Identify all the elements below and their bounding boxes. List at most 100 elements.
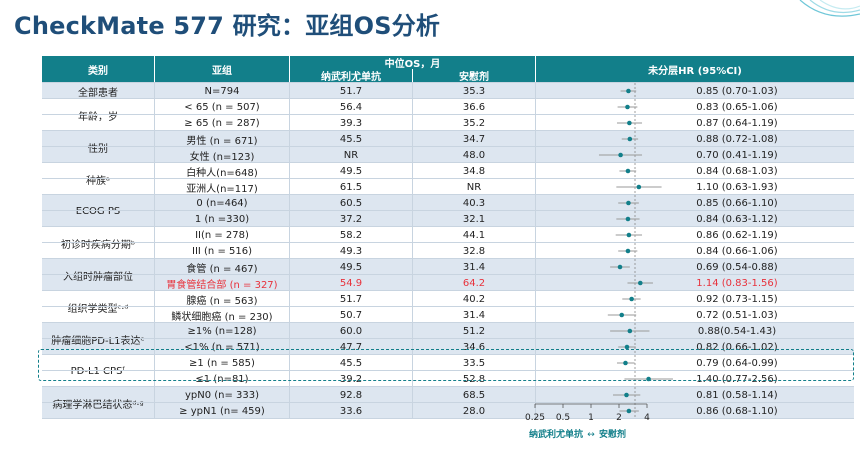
row-divider	[42, 226, 854, 227]
category-cell: 种族ᵃ	[86, 175, 110, 187]
hr-text-cell: 0.86 (0.62-1.19)	[696, 229, 778, 241]
nivolumab-median-os-cell: NR	[343, 149, 359, 161]
placebo-median-os-cell: 35.2	[462, 117, 486, 129]
nivolumab-median-os-cell: 60.0	[339, 325, 363, 337]
placebo-median-os-cell: 52.8	[462, 373, 486, 385]
category-cell: ECOG PS	[75, 205, 121, 217]
corner-decoration	[799, 0, 860, 17]
subgroup-cell: 胃食管结合部 (n = 327)	[166, 279, 278, 291]
hr-text-cell: 0.84 (0.66-1.06)	[696, 245, 778, 257]
hr-text-cell: 0.82 (0.66-1.02)	[696, 341, 778, 353]
table-row	[42, 291, 854, 307]
row-divider	[42, 98, 854, 99]
placebo-median-os-cell: 31.4	[462, 309, 486, 321]
table-row	[42, 163, 854, 179]
category-cell: 入组时肿瘤部位	[63, 271, 133, 283]
column-divider	[412, 82, 413, 418]
axis-tick-label: 1	[588, 413, 594, 423]
placebo-median-os-cell: 33.5	[462, 357, 486, 369]
table-row	[42, 99, 854, 115]
placebo-median-os-cell: 34.7	[462, 133, 486, 145]
nivolumab-median-os-cell: 33.6	[339, 405, 363, 417]
header-subgroup: 亚组	[155, 56, 289, 82]
table-row	[42, 195, 854, 211]
placebo-median-os-cell: 32.8	[462, 245, 486, 257]
placebo-median-os-cell: 44.1	[462, 229, 486, 241]
subgroup-cell: 食管 (n = 467)	[186, 263, 258, 275]
table-row	[42, 179, 854, 195]
row-divider	[42, 162, 854, 163]
table-row	[42, 259, 854, 275]
nivolumab-median-os-cell: 51.7	[339, 85, 363, 97]
subgroup-cell: 白种人(n=648)	[186, 167, 258, 179]
nivolumab-median-os-cell: 58.2	[339, 229, 363, 241]
row-divider	[42, 322, 854, 323]
subgroup-cell: III (n = 516)	[192, 245, 252, 257]
subgroup-cell: ≥ 65 (n = 287)	[184, 117, 260, 129]
subgroup-cell: 0 (n=464)	[196, 197, 248, 209]
table-row	[42, 307, 854, 323]
hr-text-cell: 0.84 (0.63-1.12)	[696, 213, 778, 225]
nivolumab-median-os-cell: 51.7	[339, 293, 363, 305]
placebo-median-os-cell: 31.4	[462, 261, 486, 273]
row-divider	[42, 274, 854, 275]
subgroup-cell: ≥1% (n=128)	[187, 325, 257, 337]
placebo-median-os-cell: 36.6	[462, 101, 486, 113]
hr-text-cell: 1.40 (0.77-2.56)	[696, 373, 778, 385]
axis-tick-label: 2	[616, 413, 622, 423]
table-row	[42, 131, 854, 147]
hr-text-cell: 0.86 (0.68-1.10)	[696, 405, 778, 417]
header-median-os: 中位OS，月	[290, 56, 535, 70]
placebo-median-os-cell: 64.2	[462, 277, 486, 289]
subgroup-cell: 1 (n =330)	[194, 213, 250, 225]
placebo-median-os-cell: 35.3	[462, 85, 486, 97]
category-cell: 性别	[88, 143, 108, 155]
row-divider	[42, 338, 854, 339]
hr-text-cell: 0.84 (0.68-1.03)	[696, 165, 778, 177]
row-divider	[42, 210, 854, 211]
subgroup-cell: II(n = 278)	[195, 229, 249, 241]
table-row	[42, 83, 854, 99]
table-row	[42, 371, 854, 387]
column-divider	[289, 82, 290, 418]
favors-nivolumab-label: 纳武利尤单抗	[529, 428, 583, 440]
nivolumab-median-os-cell: 56.4	[339, 101, 363, 113]
forest-axis: 0.25 0.5 1 2 4 纳武利尤单抗 安慰剂 ↔	[525, 403, 650, 440]
nivolumab-median-os-cell: 45.5	[339, 133, 363, 145]
row-divider	[42, 370, 854, 371]
table-row	[42, 147, 854, 163]
row-divider	[42, 242, 854, 243]
hr-text-cell: 0.92 (0.73-1.15)	[696, 293, 778, 305]
nivolumab-median-os-cell: 92.8	[339, 389, 363, 401]
row-divider	[42, 194, 854, 195]
row-divider	[42, 258, 854, 259]
subgroup-cell: ≤1 (n=81)	[195, 373, 249, 385]
hr-text-cell: 1.14 (0.83-1.56)	[696, 277, 778, 289]
nivolumab-median-os-cell: 47.7	[339, 341, 363, 353]
header-arm-nivolumab: 纳武利尤单抗	[290, 69, 412, 83]
placebo-median-os-cell: 32.1	[462, 213, 486, 225]
column-divider	[535, 82, 536, 418]
hr-text-cell: 1.10 (0.63-1.93)	[696, 181, 778, 193]
hr-text-cell: 0.85 (0.66-1.10)	[696, 197, 778, 209]
table-row	[42, 227, 854, 243]
placebo-median-os-cell: 40.2	[462, 293, 486, 305]
table-row	[42, 211, 854, 227]
hr-text-cell: 0.79 (0.64-0.99)	[696, 357, 778, 369]
subgroup-cell: N=794	[204, 85, 240, 97]
row-divider	[42, 306, 854, 307]
pdl1-cps-highlight-box	[38, 349, 854, 381]
category-cell: 初诊时疾病分期ᵇ	[60, 239, 136, 251]
nivolumab-median-os-cell: 39.3	[339, 117, 363, 129]
nivolumab-median-os-cell: 50.7	[339, 309, 363, 321]
subgroup-cell: ypN0 (n= 333)	[184, 389, 260, 401]
row-divider	[42, 82, 854, 83]
table-row	[42, 387, 854, 403]
placebo-median-os-cell: 40.3	[462, 197, 486, 209]
category-cell: 年龄，岁	[78, 111, 118, 123]
nivolumab-median-os-cell: 49.5	[339, 165, 363, 177]
page-title: CheckMate 577 研究：亚组OS分析	[14, 12, 441, 40]
hr-text-cell: 0.87 (0.64-1.19)	[696, 117, 778, 129]
subgroup-cell: 男性 (n = 671)	[186, 135, 258, 147]
category-cell: PD-L1 CPSᶠ	[70, 365, 126, 377]
